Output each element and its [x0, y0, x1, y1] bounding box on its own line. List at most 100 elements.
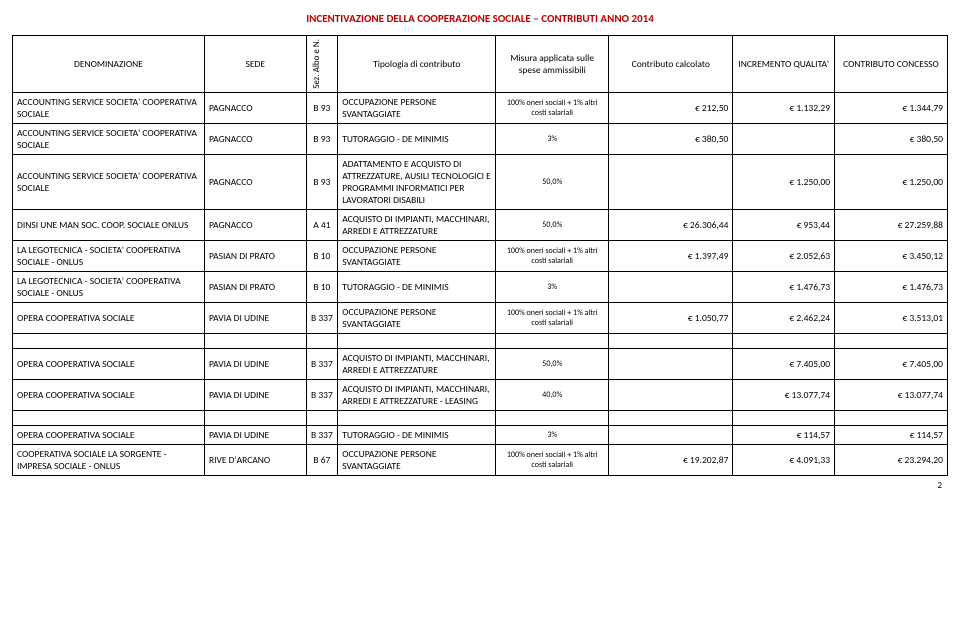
- cell-concesso: € 13.077,74: [835, 379, 948, 410]
- cell-contributo-calc: € 380,50: [609, 123, 733, 154]
- cell-sede: PAGNACCO: [204, 154, 306, 209]
- gap-row: [13, 410, 948, 425]
- main-table: DENOMINAZIONE SEDE Sez. Albo e N. Tipolo…: [12, 35, 948, 476]
- cell-contributo-calc: [609, 271, 733, 302]
- cell-misura: 50,0%: [496, 348, 609, 379]
- cell-contributo-calc: [609, 425, 733, 444]
- hdr-denom: DENOMINAZIONE: [13, 36, 205, 93]
- cell-sez: B 337: [306, 425, 338, 444]
- cell-concesso: € 7.405,00: [835, 348, 948, 379]
- cell-sez: B 67: [306, 444, 338, 475]
- cell-tipologia: OCCUPAZIONE PERSONE SVANTAGGIATE: [338, 92, 496, 123]
- table-row: LA LEGOTECNICA - SOCIETA' COOPERATIVA SO…: [13, 240, 948, 271]
- header-row: DENOMINAZIONE SEDE Sez. Albo e N. Tipolo…: [13, 36, 948, 93]
- hdr-tipologia: Tipologia di contributo: [338, 36, 496, 93]
- cell-sez: B 337: [306, 379, 338, 410]
- cell-incremento: € 1.250,00: [733, 154, 835, 209]
- table-row: ACCOUNTING SERVICE SOCIETA' COOPERATIVA …: [13, 154, 948, 209]
- cell-sez: B 93: [306, 92, 338, 123]
- cell-tipologia: TUTORAGGIO - DE MINIMIS: [338, 271, 496, 302]
- table-row: COOPERATIVA SOCIALE LA SORGENTE - IMPRES…: [13, 444, 948, 475]
- cell-concesso: € 3.450,12: [835, 240, 948, 271]
- cell-incremento: € 2.052,63: [733, 240, 835, 271]
- cell-incremento: € 13.077,74: [733, 379, 835, 410]
- hdr-incremento: INCREMENTO QUALITA': [733, 36, 835, 93]
- cell-concesso: € 1.344,79: [835, 92, 948, 123]
- cell-sede: PAGNACCO: [204, 123, 306, 154]
- cell-incremento: € 114,57: [733, 425, 835, 444]
- cell-denom: OPERA COOPERATIVA SOCIALE: [13, 302, 205, 333]
- cell-sede: PAVIA DI UDINE: [204, 302, 306, 333]
- cell-sede: PASIAN DI PRATO: [204, 271, 306, 302]
- cell-misura: 100% oneri sociali + 1% altri costi sala…: [496, 92, 609, 123]
- cell-concesso: € 1.476,73: [835, 271, 948, 302]
- hdr-contributo-calc: Contributo calcolato: [609, 36, 733, 93]
- cell-incremento: € 2.462,24: [733, 302, 835, 333]
- cell-contributo-calc: € 19.202,87: [609, 444, 733, 475]
- cell-tipologia: TUTORAGGIO - DE MINIMIS: [338, 425, 496, 444]
- cell-incremento: € 1.476,73: [733, 271, 835, 302]
- cell-incremento: [733, 123, 835, 154]
- cell-contributo-calc: € 1.050,77: [609, 302, 733, 333]
- cell-contributo-calc: € 212,50: [609, 92, 733, 123]
- cell-misura: 3%: [496, 271, 609, 302]
- hdr-sede: SEDE: [204, 36, 306, 93]
- cell-concesso: € 1.250,00: [835, 154, 948, 209]
- table-row: ACCOUNTING SERVICE SOCIETA' COOPERATIVA …: [13, 92, 948, 123]
- table-row: LA LEGOTECNICA - SOCIETA' COOPERATIVA SO…: [13, 271, 948, 302]
- cell-sede: RIVE D'ARCANO: [204, 444, 306, 475]
- cell-tipologia: ACQUISTO DI IMPIANTI, MACCHINARI, ARREDI…: [338, 379, 496, 410]
- cell-concesso: € 380,50: [835, 123, 948, 154]
- table-row: OPERA COOPERATIVA SOCIALEPAVIA DI UDINEB…: [13, 379, 948, 410]
- cell-sez: B 337: [306, 302, 338, 333]
- cell-misura: 100% oneri sociali + 1% altri costi sala…: [496, 444, 609, 475]
- cell-denom: OPERA COOPERATIVA SOCIALE: [13, 348, 205, 379]
- cell-denom: DINSI UNE MAN SOC. COOP. SOCIALE ONLUS: [13, 209, 205, 240]
- cell-denom: COOPERATIVA SOCIALE LA SORGENTE - IMPRES…: [13, 444, 205, 475]
- cell-concesso: € 3.513,01: [835, 302, 948, 333]
- cell-misura: 3%: [496, 123, 609, 154]
- cell-sede: PAVIA DI UDINE: [204, 425, 306, 444]
- cell-denom: OPERA COOPERATIVA SOCIALE: [13, 425, 205, 444]
- cell-misura: 50,0%: [496, 209, 609, 240]
- cell-denom: LA LEGOTECNICA - SOCIETA' COOPERATIVA SO…: [13, 240, 205, 271]
- cell-misura: 40,0%: [496, 379, 609, 410]
- cell-sede: PAVIA DI UDINE: [204, 379, 306, 410]
- cell-sede: PASIAN DI PRATO: [204, 240, 306, 271]
- table-row: OPERA COOPERATIVA SOCIALEPAVIA DI UDINEB…: [13, 425, 948, 444]
- cell-concesso: € 27.259,88: [835, 209, 948, 240]
- cell-incremento: € 4.091,33: [733, 444, 835, 475]
- cell-sede: PAVIA DI UDINE: [204, 348, 306, 379]
- table-row: OPERA COOPERATIVA SOCIALEPAVIA DI UDINEB…: [13, 348, 948, 379]
- cell-sede: PAGNACCO: [204, 92, 306, 123]
- hdr-concesso: CONTRIBUTO CONCESSO: [835, 36, 948, 93]
- cell-misura: 100% oneri sociali + 1% altri costi sala…: [496, 302, 609, 333]
- cell-sez: B 93: [306, 154, 338, 209]
- page-number: 2: [12, 476, 948, 491]
- cell-misura: 50,0%: [496, 154, 609, 209]
- cell-contributo-calc: [609, 379, 733, 410]
- cell-denom: ACCOUNTING SERVICE SOCIETA' COOPERATIVA …: [13, 123, 205, 154]
- cell-denom: LA LEGOTECNICA - SOCIETA' COOPERATIVA SO…: [13, 271, 205, 302]
- cell-contributo-calc: [609, 348, 733, 379]
- cell-tipologia: ADATTAMENTO E ACQUISTO DI ATTREZZATURE, …: [338, 154, 496, 209]
- cell-denom: ACCOUNTING SERVICE SOCIETA' COOPERATIVA …: [13, 92, 205, 123]
- cell-concesso: € 23.294,20: [835, 444, 948, 475]
- cell-denom: ACCOUNTING SERVICE SOCIETA' COOPERATIVA …: [13, 154, 205, 209]
- page-title: INCENTIVAZIONE DELLA COOPERAZIONE SOCIAL…: [12, 12, 948, 25]
- cell-incremento: € 1.132,29: [733, 92, 835, 123]
- hdr-sez: Sez. Albo e N.: [306, 36, 338, 93]
- table-row: OPERA COOPERATIVA SOCIALEPAVIA DI UDINEB…: [13, 302, 948, 333]
- cell-misura: 3%: [496, 425, 609, 444]
- cell-tipologia: OCCUPAZIONE PERSONE SVANTAGGIATE: [338, 302, 496, 333]
- cell-concesso: € 114,57: [835, 425, 948, 444]
- cell-denom: OPERA COOPERATIVA SOCIALE: [13, 379, 205, 410]
- cell-misura: 100% oneri sociali + 1% altri costi sala…: [496, 240, 609, 271]
- cell-sez: B 10: [306, 240, 338, 271]
- cell-tipologia: OCCUPAZIONE PERSONE SVANTAGGIATE: [338, 444, 496, 475]
- cell-tipologia: ACQUISTO DI IMPIANTI, MACCHINARI, ARREDI…: [338, 209, 496, 240]
- cell-tipologia: OCCUPAZIONE PERSONE SVANTAGGIATE: [338, 240, 496, 271]
- cell-incremento: € 7.405,00: [733, 348, 835, 379]
- cell-incremento: € 953,44: [733, 209, 835, 240]
- hdr-misura: Misura applicata sulle spese ammissibili: [496, 36, 609, 93]
